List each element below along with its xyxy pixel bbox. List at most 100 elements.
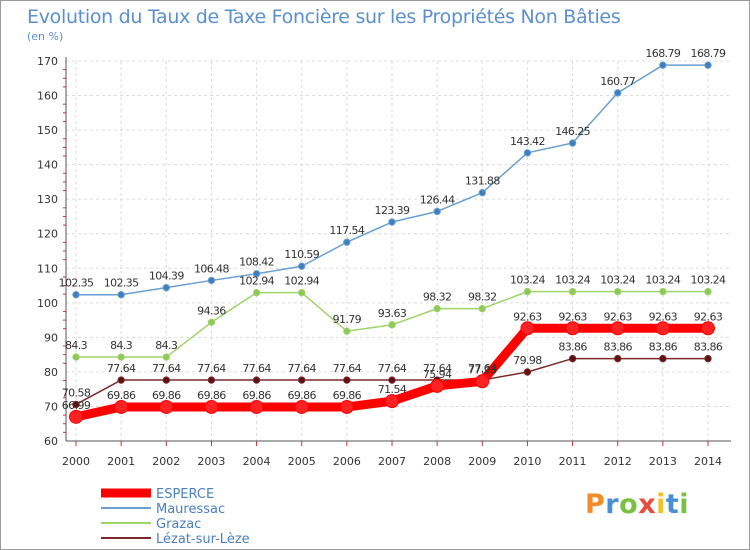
- data-label: 103.24: [691, 274, 726, 287]
- data-label: 77.64: [197, 362, 226, 375]
- data-label: 77.28: [468, 363, 497, 376]
- data-point: [659, 287, 667, 296]
- data-label: 77.64: [378, 362, 407, 375]
- data-label: 102.35: [104, 277, 139, 290]
- data-label: 69.86: [107, 389, 136, 402]
- data-point: [430, 378, 445, 393]
- data-point: [614, 287, 622, 296]
- data-point: [659, 61, 667, 69]
- x-tick-label: 2013: [649, 455, 677, 468]
- x-tick-label: 2012: [604, 455, 632, 468]
- data-label: 103.24: [555, 274, 590, 287]
- data-label: 83.86: [694, 341, 723, 354]
- data-point: [252, 270, 261, 278]
- data-point: [204, 399, 219, 414]
- data-label: 92.63: [649, 310, 678, 323]
- data-label: 93.63: [378, 307, 407, 320]
- data-point: [568, 139, 577, 147]
- data-point: [252, 376, 261, 384]
- data-point: [298, 288, 306, 297]
- data-label: 69.86: [152, 389, 181, 402]
- y-tick-label: 80: [44, 366, 58, 379]
- data-label: 103.24: [510, 274, 545, 287]
- data-point: [614, 89, 622, 97]
- data-point: [72, 353, 80, 361]
- data-label: 69.86: [197, 389, 226, 402]
- data-label: 77.64: [287, 362, 316, 375]
- data-point: [478, 188, 486, 197]
- data-point: [388, 376, 396, 384]
- data-point: [523, 149, 532, 157]
- y-tick-label: 100: [37, 297, 58, 310]
- data-label: 160.77: [600, 75, 635, 88]
- x-tick-label: 2010: [513, 455, 541, 468]
- data-label: 75.94: [423, 368, 452, 381]
- data-point: [388, 218, 396, 226]
- y-tick-label: 90: [44, 331, 58, 344]
- data-label: 104.39: [149, 270, 184, 283]
- data-label: 168.79: [645, 47, 680, 60]
- legend-label: ESPERCE: [156, 487, 214, 502]
- data-label: 69.86: [287, 389, 316, 402]
- data-point: [114, 399, 129, 414]
- x-tick-label: 2000: [62, 455, 90, 468]
- chart-title: Evolution du Taux de Taxe Foncière sur l…: [27, 6, 621, 28]
- data-label: 77.64: [468, 362, 497, 375]
- data-point: [249, 399, 264, 414]
- data-point: [343, 327, 351, 335]
- data-point: [207, 318, 216, 327]
- y-tick-label: 110: [37, 262, 58, 275]
- data-point: [343, 376, 351, 384]
- data-point: [478, 304, 486, 313]
- data-point: [207, 276, 216, 285]
- data-label: 102.94: [284, 275, 319, 288]
- data-label: 102.94: [239, 275, 274, 288]
- x-tick-label: 2007: [378, 455, 406, 468]
- data-point: [117, 291, 125, 299]
- y-tick-label: 170: [37, 55, 58, 68]
- x-tick-label: 2014: [694, 455, 722, 468]
- legend-label: Mauressac: [156, 502, 225, 517]
- data-label: 168.79: [691, 47, 726, 60]
- data-label: 126.44: [420, 193, 455, 206]
- data-label: 83.86: [603, 341, 632, 354]
- x-tick-label: 2005: [288, 455, 316, 468]
- x-tick-label: 2001: [107, 455, 135, 468]
- data-label: 94.36: [197, 304, 226, 317]
- data-point: [523, 368, 532, 376]
- data-point: [252, 288, 261, 297]
- data-label: 66.99: [62, 399, 91, 412]
- data-label: 110.59: [284, 248, 319, 261]
- data-label: 92.63: [513, 310, 542, 323]
- data-label: 69.86: [242, 389, 271, 402]
- data-point: [614, 354, 622, 363]
- data-label: 123.39: [375, 204, 410, 217]
- data-point: [339, 399, 354, 414]
- proxiti-logo: Proxiti: [585, 489, 690, 520]
- data-point: [568, 354, 577, 363]
- data-label: 91.79: [333, 313, 362, 326]
- data-point: [162, 376, 170, 384]
- x-tick-label: 2009: [468, 455, 496, 468]
- y-tick-label: 140: [37, 159, 58, 172]
- y-tick-label: 70: [44, 400, 58, 413]
- data-point: [655, 321, 670, 336]
- data-label: 84.3: [110, 339, 133, 352]
- plot-area: [66, 61, 731, 441]
- y-tick-label: 150: [37, 124, 58, 137]
- data-label: 146.25: [555, 125, 590, 138]
- legend-label: Grazac: [156, 517, 201, 532]
- data-point: [704, 354, 712, 363]
- data-label: 108.42: [239, 256, 274, 269]
- data-label: 77.64: [242, 362, 271, 375]
- data-label: 98.32: [423, 291, 452, 304]
- y-tick-label: 130: [37, 193, 58, 206]
- data-point: [388, 321, 396, 329]
- data-point: [162, 283, 170, 292]
- data-point: [520, 321, 535, 336]
- data-label: 92.63: [558, 310, 587, 323]
- data-label: 106.48: [194, 262, 229, 275]
- data-point: [433, 207, 441, 216]
